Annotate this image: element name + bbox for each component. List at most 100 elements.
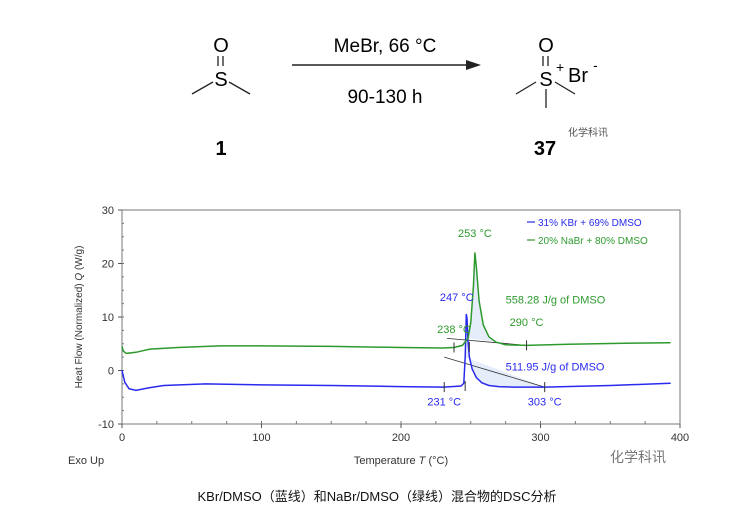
data-point	[474, 252, 476, 254]
x-tick-label: 400	[671, 432, 689, 444]
data-point	[481, 382, 483, 384]
data-point	[488, 336, 490, 338]
annotation-label: 238 °C	[437, 324, 471, 336]
annotation-label: 511.95 J/g of DMSO	[506, 362, 605, 374]
data-point	[466, 317, 468, 319]
data-point	[495, 341, 497, 343]
data-point	[124, 381, 126, 383]
watermark: 化学科讯	[610, 449, 666, 465]
data-point	[400, 385, 402, 388]
annotation-label: 253 °C	[458, 228, 492, 240]
data-point	[260, 384, 263, 386]
product-charge-minus: -	[593, 57, 598, 73]
data-point	[470, 321, 472, 323]
x-axis-label-xlabel: Temperature	[354, 455, 416, 467]
y-tick-label: 10	[102, 312, 114, 324]
data-point	[461, 344, 463, 346]
x-tick-label: 200	[392, 432, 410, 444]
data-point	[488, 384, 490, 387]
product-charge-plus: +	[556, 59, 564, 75]
conditions-top: MeBr, 66 °C	[334, 36, 437, 57]
data-point	[623, 342, 625, 344]
data-point	[177, 346, 179, 349]
x-axis-label-xlabel_symbol: T	[416, 455, 427, 467]
data-point	[463, 382, 465, 384]
data-point	[163, 384, 165, 387]
data-point	[205, 383, 207, 385]
product-bromide: Br	[568, 65, 588, 87]
data-point	[511, 386, 514, 388]
data-point	[121, 345, 123, 348]
data-point	[128, 388, 130, 390]
data-point	[122, 350, 124, 352]
x-axis-label-xlabel_unit: (°C)	[425, 455, 448, 467]
data-point	[498, 385, 500, 388]
data-point	[468, 356, 470, 358]
legend-entry-1: 20% NaBr + 80% DMSO	[538, 236, 648, 247]
data-point	[121, 369, 123, 372]
data-point	[135, 351, 137, 353]
product-label: 37	[534, 138, 556, 160]
annotation-label: 247 °C	[440, 292, 474, 304]
x-tick-label: 0	[119, 432, 125, 444]
reactant-label: 1	[215, 138, 226, 160]
data-point	[125, 352, 127, 354]
figure-caption: KBr/DMSO（蓝线）和NaBr/DMSO（绿线）混合物的DSC分析	[197, 489, 557, 504]
data-point	[475, 265, 477, 267]
y-axis-label-ylabel_symbol: Q	[74, 273, 85, 284]
y-tick-label: 30	[102, 205, 114, 217]
data-point	[482, 324, 484, 326]
y-axis-label-ylabel_unit: (W/g)	[74, 246, 85, 273]
x-tick-label: 300	[531, 432, 549, 444]
data-point	[467, 340, 469, 342]
baseline-1	[447, 338, 527, 346]
data-point	[472, 284, 475, 286]
reaction-arrow: MeBr, 66 °C 90-130 h	[292, 36, 481, 108]
x-tick-label: 100	[252, 432, 270, 444]
data-point	[475, 376, 477, 379]
conditions-bottom: 90-130 h	[347, 87, 422, 108]
annotation-label: 558.28 J/g of DMSO	[506, 295, 606, 307]
reactant-oxygen: O	[213, 35, 229, 57]
y-axis-label: Heat Flow (Normalized) Q (W/g)	[74, 246, 85, 389]
data-point	[149, 387, 151, 389]
product-oxygen: O	[538, 35, 554, 57]
x-axis-label: Temperature T (°C)	[354, 455, 448, 467]
product-sulfur: S	[539, 69, 552, 91]
data-point	[149, 348, 151, 350]
data-point	[330, 345, 332, 348]
data-point	[260, 345, 263, 347]
data-point	[505, 344, 507, 346]
reactant-sulfur: S	[214, 69, 227, 91]
product-sulfoxonium: O S + Br - 37 化学科讯	[515, 35, 608, 160]
data-point	[460, 385, 462, 387]
data-point	[400, 346, 402, 349]
data-point	[609, 384, 611, 387]
y-tick-label: 0	[108, 366, 114, 378]
baseline-0	[444, 356, 545, 388]
data-point	[219, 345, 221, 347]
data-point	[567, 343, 570, 345]
y-tick-label: 20	[102, 259, 114, 271]
exo-up-label: Exo Up	[68, 455, 104, 467]
y-tick-label: -10	[98, 419, 114, 431]
reactant-dmso: O S 1	[191, 35, 251, 160]
data-point	[464, 356, 466, 358]
reaction-scheme: O S 1 MeBr, 66 °C 90-130 h O S + Br - 37	[191, 35, 608, 160]
data-point	[669, 382, 671, 384]
annotation-label: 303 °C	[528, 396, 562, 408]
data-point	[465, 313, 467, 315]
annotation-label: 231 °C	[427, 396, 461, 408]
annotation-label: 290 °C	[510, 317, 544, 329]
data-point	[442, 347, 444, 349]
y-axis-label-ylabel: Heat Flow (Normalized)	[74, 283, 85, 388]
data-point	[330, 384, 332, 387]
data-point	[478, 300, 480, 302]
data-point	[467, 337, 469, 339]
scheme-watermark: 化学科讯	[568, 126, 608, 139]
legend-entry-0: 31% KBr + 69% DMSO	[538, 218, 642, 229]
data-point	[135, 389, 137, 391]
data-point	[669, 342, 671, 344]
